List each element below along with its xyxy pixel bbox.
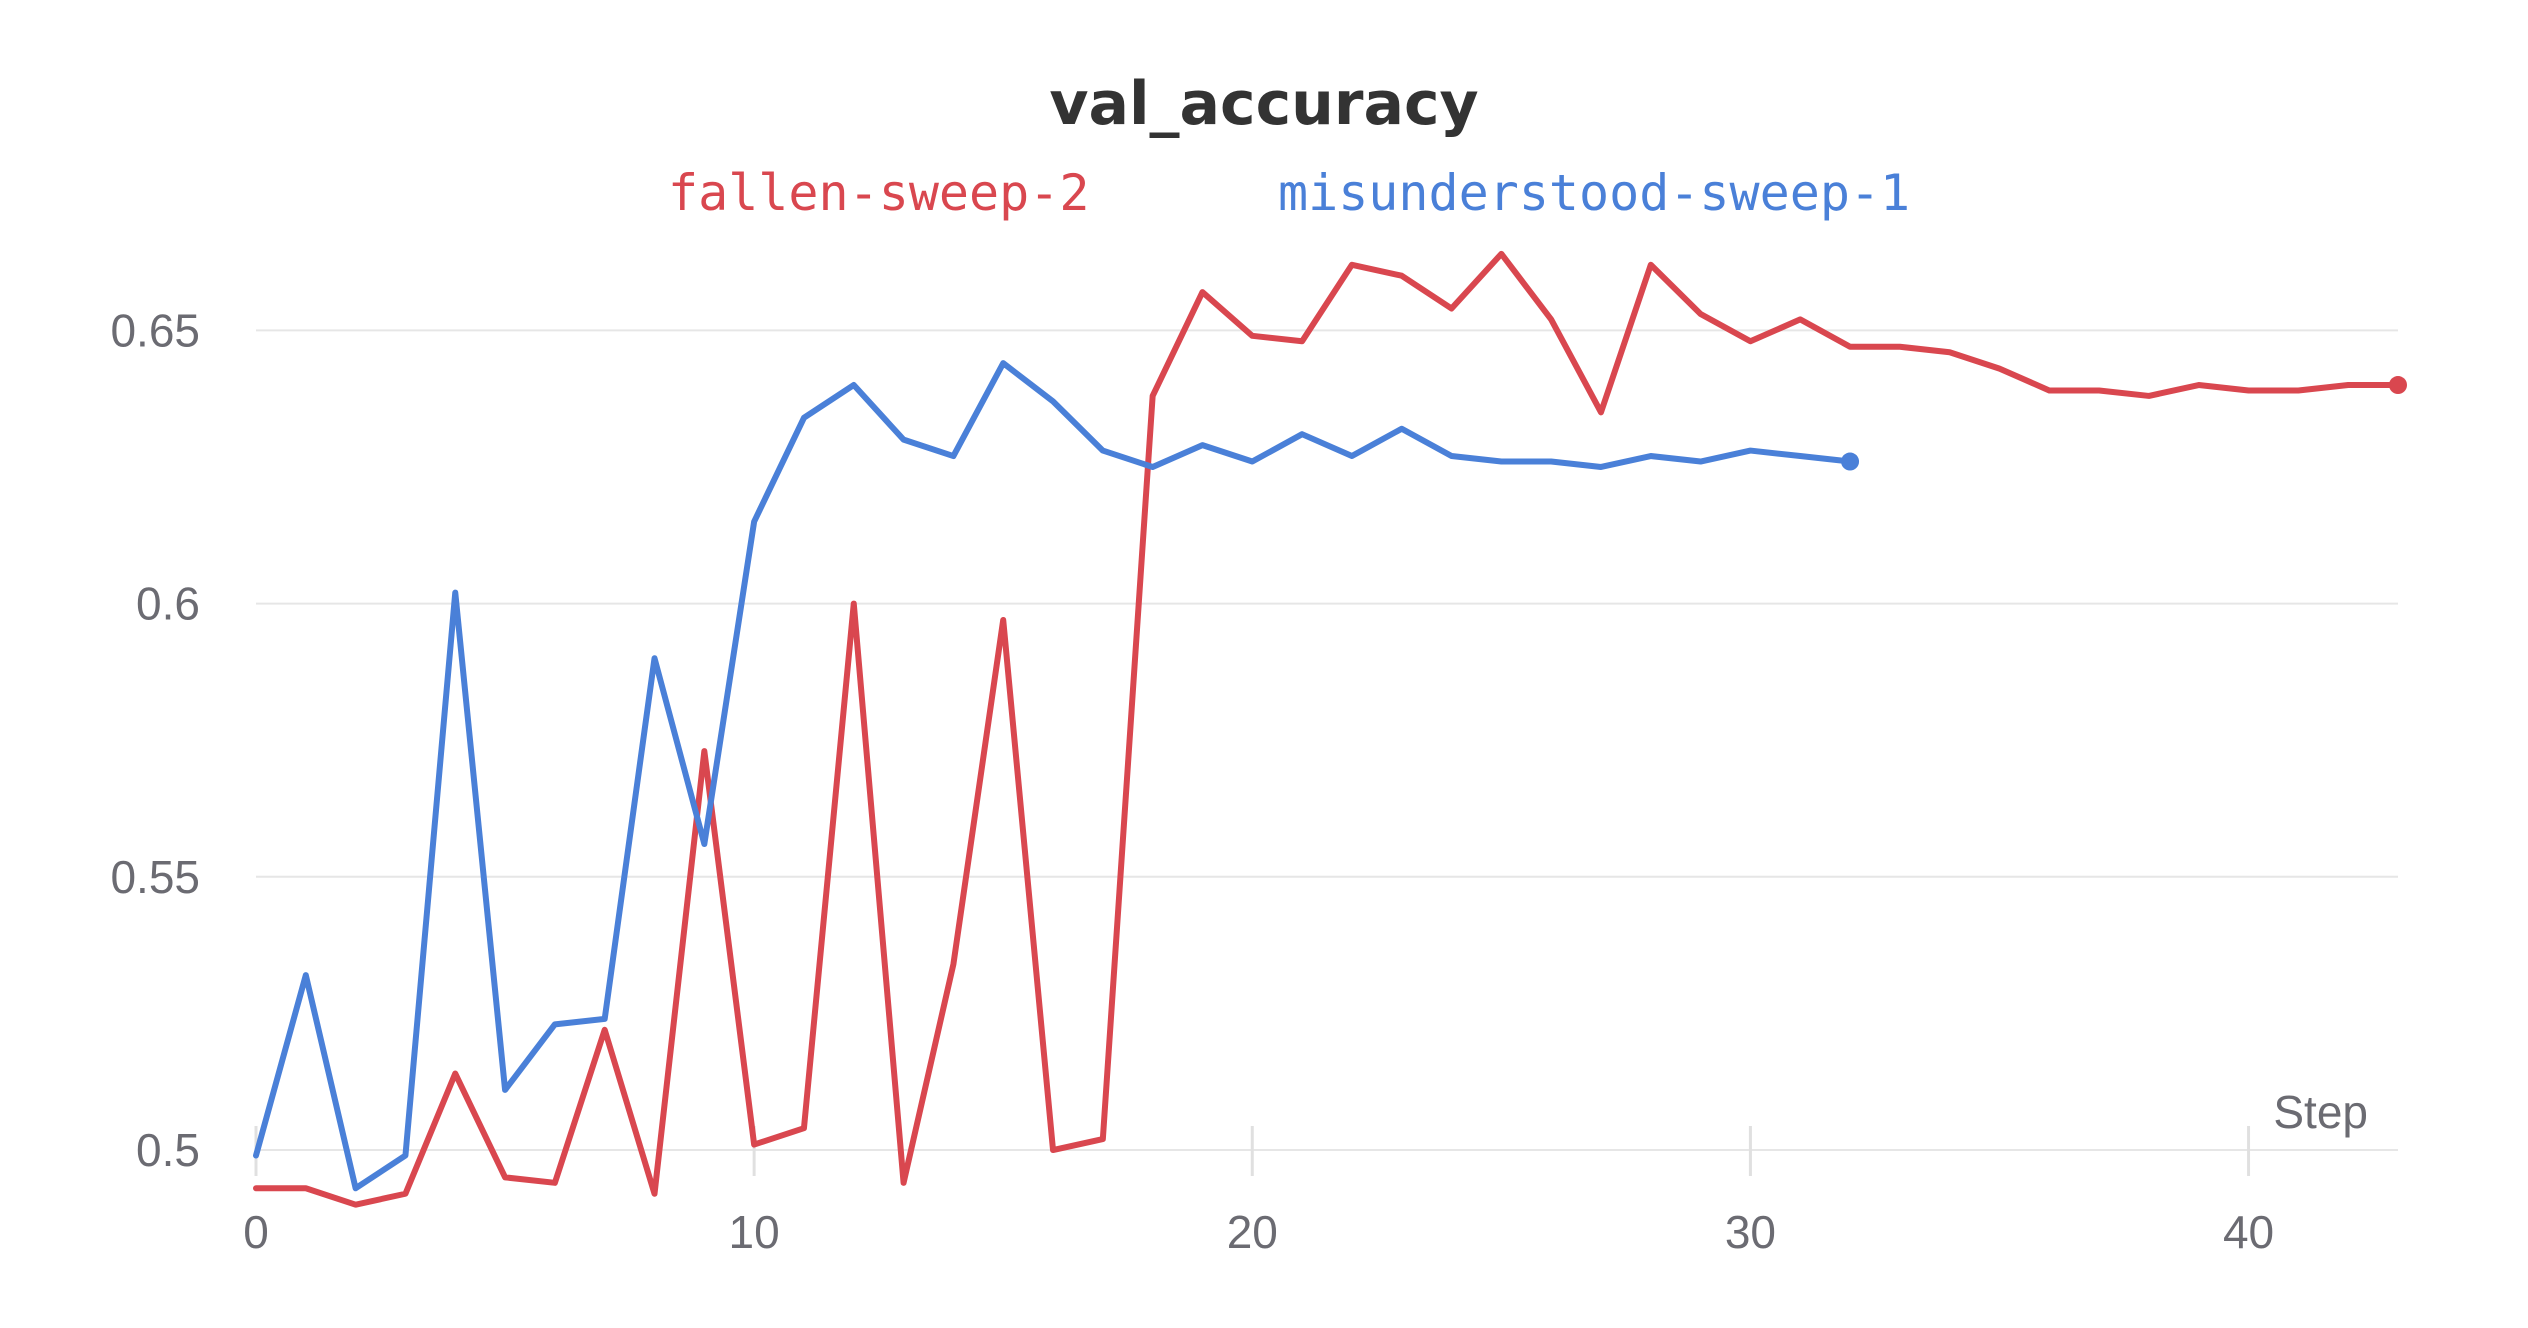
chart-title: val_accuracy [1049, 69, 1478, 139]
x-tick-label: 10 [729, 1206, 780, 1258]
y-tick-labels: 0.5 0.55 0.6 0.65 [110, 304, 200, 1176]
grid-lines [256, 329, 2398, 1152]
series-line-misunderstood-sweep-1[interactable] [253, 360, 1854, 1192]
series-endpoint-fallen-sweep-2[interactable] [2389, 376, 2407, 395]
y-tick-label: 0.6 [136, 578, 200, 630]
x-tick-label: 20 [1227, 1206, 1278, 1258]
y-tick-label: 0.55 [110, 851, 200, 903]
x-tick-labels: 0 10 20 30 40 [243, 1206, 2274, 1258]
x-tick-label: 40 [2223, 1206, 2274, 1258]
x-axis-label: Step [2273, 1086, 2368, 1138]
x-tick-label: 0 [243, 1206, 269, 1258]
y-tick-label: 0.65 [110, 304, 200, 356]
x-tick-label: 30 [1725, 1206, 1776, 1258]
legend-item-fallen-sweep-2[interactable]: fallen-sweep-2 [668, 164, 1089, 222]
series-lines [253, 250, 2407, 1208]
series-endpoint-misunderstood-sweep-1[interactable] [1841, 452, 1860, 471]
legend-item-misunderstood-sweep-1[interactable]: misunderstood-sweep-1 [1278, 164, 1910, 222]
series-line-fallen-sweep-2[interactable] [253, 250, 2401, 1208]
y-tick-label: 0.5 [136, 1124, 200, 1176]
